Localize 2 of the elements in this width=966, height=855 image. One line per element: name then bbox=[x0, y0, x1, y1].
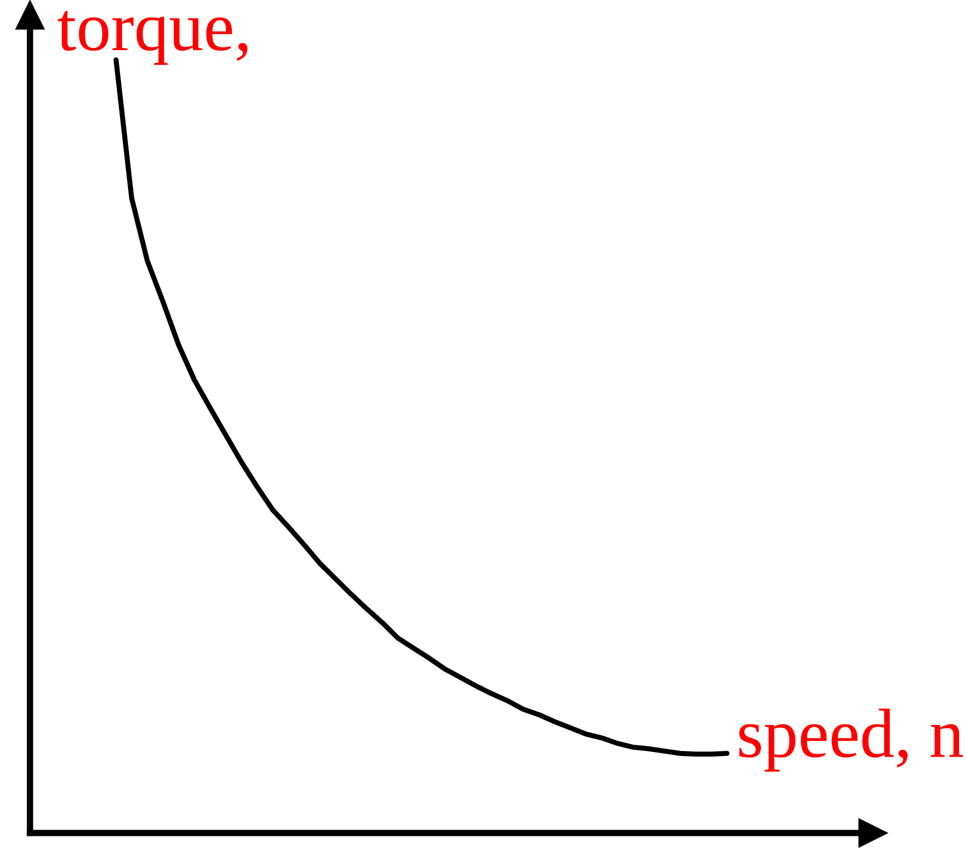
y-axis-title: torque, bbox=[58, 11, 248, 65]
x-axis-title: speed, n bbox=[739, 708, 963, 772]
